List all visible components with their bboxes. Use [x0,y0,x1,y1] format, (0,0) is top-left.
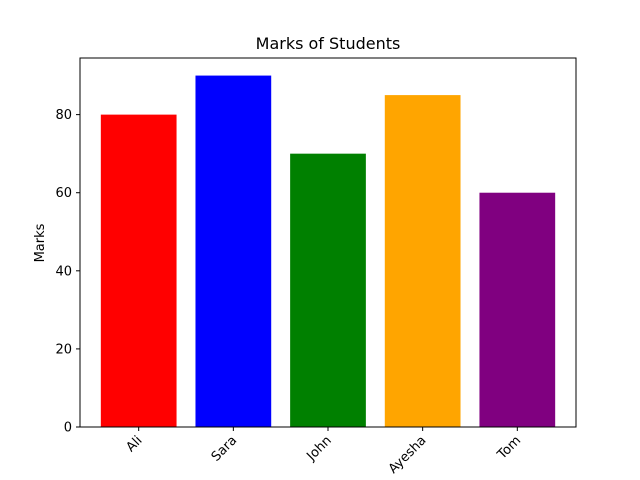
x-tick-label: Tom [494,433,524,463]
bar-tom [479,192,556,427]
y-tick-label: 0 [64,421,72,436]
bar-sara [195,75,272,428]
y-tick-label: 60 [55,186,72,201]
y-tick-label: 20 [55,342,72,357]
bar-ayesha [384,95,461,427]
x-tick-label: Ali [124,433,146,455]
bar-john [290,153,366,427]
y-tick-label: 40 [55,264,72,279]
y-axis-label: Marks [33,223,48,262]
chart-title: Marks of Students [256,34,401,53]
bar-ali [100,114,177,427]
x-tick-label: Ayesha [386,433,430,477]
x-tick-label: Sara [209,433,240,464]
y-tick-label: 80 [55,108,72,123]
x-tick-label: John [304,433,335,464]
plot-area: 0 20 40 60 80 Ali Sara John Ayesha Tom [55,57,577,477]
